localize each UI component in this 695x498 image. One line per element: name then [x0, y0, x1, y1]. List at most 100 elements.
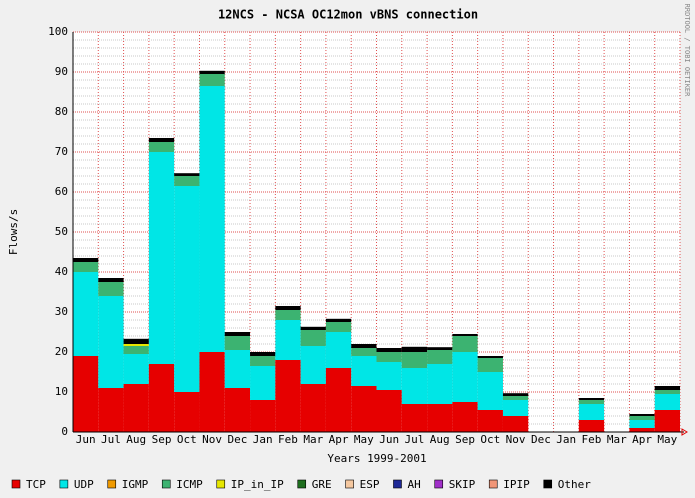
bar-segment: [578, 404, 605, 420]
legend-label: IP_in_IP: [231, 478, 284, 491]
bar-segment: [351, 348, 377, 356]
x-tick-label: Sep: [152, 433, 172, 446]
legend-swatch: [393, 479, 402, 489]
bar-segment: [477, 410, 503, 432]
legend-swatch: [59, 479, 69, 489]
bar-segment: [123, 338, 149, 344]
legend-swatch: [216, 479, 226, 489]
bar-segment: [199, 74, 225, 86]
legend-label: ICMP: [176, 478, 203, 491]
bar-segment: [325, 332, 352, 368]
x-tick-label: Jan: [556, 433, 576, 446]
x-tick-label: Nov: [506, 433, 526, 446]
bar-segment: [300, 326, 326, 330]
legend-label: UDP: [74, 478, 94, 491]
x-tick-label: Mar: [303, 433, 323, 446]
x-tick-label: Feb: [278, 433, 298, 446]
bar-segment: [73, 258, 99, 262]
x-tick-label: Jul: [101, 433, 121, 446]
x-tick-label: Oct: [177, 433, 197, 446]
bar-segment: [300, 346, 326, 384]
bar-segment: [174, 186, 200, 392]
legend-swatch: [297, 479, 307, 489]
x-tick-label: Dec: [531, 433, 551, 446]
bar-segment: [123, 384, 149, 432]
bar-segment: [98, 296, 124, 388]
bar-segment: [250, 366, 276, 400]
x-tick-label: Mar: [607, 433, 627, 446]
legend-swatch: [434, 479, 444, 489]
bar-segment: [224, 332, 251, 336]
legend-label: GRE: [312, 478, 332, 491]
x-tick-label: Jun: [76, 433, 96, 446]
x-tick-label: Jan: [253, 433, 273, 446]
bar-segment: [73, 272, 99, 356]
bar-segment: [300, 384, 326, 432]
legend-label: ESP: [360, 478, 380, 491]
legend-label: IPIP: [503, 478, 530, 491]
bar-segment: [250, 400, 276, 432]
y-tick-label: 60: [55, 185, 68, 198]
bar-segment: [224, 388, 251, 432]
bar-segment: [401, 352, 428, 368]
x-tick-label: Aug: [430, 433, 450, 446]
bar-segment: [98, 388, 124, 432]
x-tick-label: Dec: [227, 433, 247, 446]
bar-segment: [376, 348, 402, 352]
bar-segment: [250, 356, 276, 366]
bar-segment: [654, 394, 680, 410]
bar-segment: [452, 334, 478, 336]
bar-segment: [351, 356, 377, 386]
bar-segment: [224, 350, 251, 388]
legend-label: SKIP: [449, 478, 476, 491]
y-tick-label: 20: [55, 345, 68, 358]
legend-swatch: [11, 479, 21, 489]
bar-segment: [376, 390, 402, 432]
legend-swatch: [543, 479, 553, 489]
bar-segment: [427, 404, 453, 432]
x-tick-label: May: [354, 433, 374, 446]
x-tick-label: Jul: [405, 433, 425, 446]
bar-segment: [654, 410, 680, 432]
bar-segment: [654, 390, 680, 394]
x-tick-label: May: [657, 433, 677, 446]
bar-segment: [452, 336, 478, 352]
bar-segment: [477, 356, 503, 358]
chart-title: 12NCS - NCSA OC12mon vBNS connection: [218, 8, 478, 22]
y-tick-label: 70: [55, 145, 68, 158]
x-tick-label: Apr: [632, 433, 652, 446]
bar-segment: [98, 278, 124, 282]
bar-segment: [174, 392, 200, 432]
bar-segment: [148, 364, 175, 432]
y-tick-label: 10: [55, 385, 68, 398]
y-tick-label: 90: [55, 65, 68, 78]
bar-segment: [174, 176, 200, 186]
legend-swatch: [345, 479, 354, 489]
bar-segment: [401, 368, 428, 404]
bar-segment: [123, 344, 149, 346]
bar-segment: [199, 86, 225, 352]
bar-segment: [401, 346, 428, 352]
y-tick-label: 40: [55, 265, 68, 278]
y-tick-label: 100: [48, 25, 68, 38]
bar-segment: [73, 262, 99, 272]
bar-segment: [98, 282, 124, 296]
x-tick-label: Apr: [329, 433, 349, 446]
bar-segment: [502, 396, 529, 400]
bar-segment: [578, 400, 605, 404]
bar-segment: [376, 362, 402, 390]
bar-segment: [629, 420, 655, 428]
bar-segment: [73, 356, 99, 432]
bar-segment: [325, 322, 352, 332]
x-axis-label: Years 1999-2001: [327, 452, 426, 465]
bar-segment: [401, 404, 428, 432]
bar-segment: [224, 336, 251, 350]
bar-segment: [502, 416, 529, 432]
y-tick-label: 30: [55, 305, 68, 318]
bar-segment: [148, 142, 175, 152]
y-axis-label: Flows/s: [7, 209, 20, 255]
bar-segment: [275, 360, 301, 432]
bar-segment: [148, 152, 175, 364]
bar-segment: [629, 428, 655, 432]
